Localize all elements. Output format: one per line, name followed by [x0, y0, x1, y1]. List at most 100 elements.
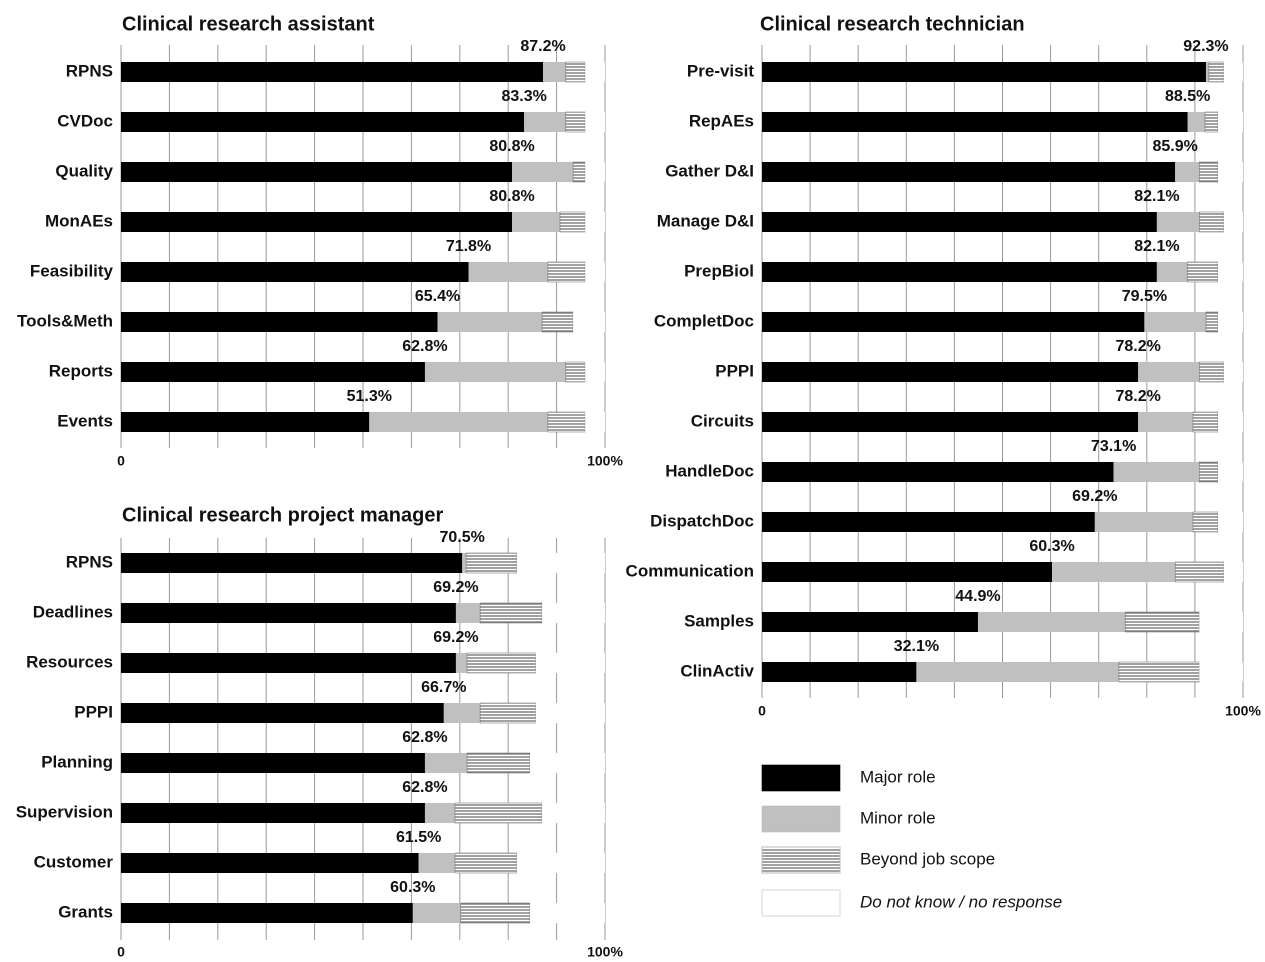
category-label: RepAEs: [689, 111, 754, 130]
value-label: 44.9%: [955, 588, 1000, 605]
category-label: Quality: [55, 161, 113, 180]
bar-segment: [1205, 62, 1209, 82]
value-label: 60.3%: [390, 879, 435, 896]
bar-segment: [412, 903, 461, 923]
bar-segment: [585, 262, 605, 282]
value-label: 80.8%: [489, 188, 534, 205]
bar-segment: [762, 562, 1053, 582]
bar-segment: [1217, 112, 1243, 132]
bar-segment: [1186, 261, 1219, 283]
bar-segment: [1192, 511, 1219, 533]
x-tick-label: 0: [758, 703, 766, 719]
bar-segment: [121, 162, 513, 182]
bar-segment: [762, 612, 978, 632]
bar-segment: [121, 312, 438, 332]
category-label: ClinActiv: [680, 661, 754, 680]
category-label: Grants: [58, 902, 113, 921]
category-label: CVDoc: [57, 111, 113, 130]
bar-segment: [762, 362, 1139, 382]
x-tick-label: 100%: [587, 453, 623, 469]
x-tick-label: 100%: [587, 944, 623, 960]
value-label: 69.2%: [433, 629, 478, 646]
category-label: PPPI: [715, 361, 754, 380]
bar-segment: [121, 653, 456, 673]
bar-segment: [762, 412, 1139, 432]
legend-label: Minor role: [860, 808, 936, 827]
bar-segment: [121, 803, 425, 823]
bar-segment: [762, 462, 1114, 482]
bar-segment: [585, 162, 605, 182]
bar-segment: [762, 262, 1157, 282]
bar-segment: [1138, 362, 1200, 382]
bar-segment: [454, 802, 543, 824]
bar-segment: [542, 603, 605, 623]
bar-segment: [424, 753, 468, 773]
legend-swatch: [761, 764, 841, 792]
bar-segment: [585, 62, 605, 82]
bar-segment: [1175, 162, 1200, 182]
bar-segment: [121, 603, 456, 623]
bar-segment: [121, 412, 370, 432]
category-label: Pre-visit: [687, 61, 754, 80]
bar-segment: [1187, 112, 1206, 132]
bar-segment: [1217, 262, 1243, 282]
value-label: 51.3%: [347, 388, 392, 405]
bar-segment: [565, 111, 586, 133]
bar-segment: [479, 702, 537, 724]
value-label: 88.5%: [1165, 88, 1210, 105]
bar-segment: [1217, 412, 1243, 432]
value-label: 60.3%: [1029, 538, 1074, 555]
bar-segment: [443, 703, 481, 723]
bar-segment: [121, 703, 444, 723]
bar-segment: [762, 162, 1176, 182]
bar-segment: [542, 803, 605, 823]
bar-segment: [121, 753, 425, 773]
legend-label: Do not know / no response: [860, 892, 1062, 911]
value-label: 80.8%: [489, 138, 534, 155]
bar-segment: [1205, 311, 1219, 333]
bar-segment: [1217, 312, 1243, 332]
bar-segment: [547, 411, 586, 433]
bar-segment: [573, 312, 605, 332]
value-label: 61.5%: [396, 829, 441, 846]
bar-segment: [468, 262, 548, 282]
bar-segment: [535, 653, 605, 673]
bar-segment: [529, 753, 605, 773]
category-label: Supervision: [16, 802, 113, 821]
chart-title: Clinical research assistant: [122, 13, 375, 35]
bar-segment: [762, 312, 1145, 332]
bar-segment: [565, 61, 586, 83]
bar-segment: [1192, 411, 1219, 433]
category-label: MonAEs: [45, 211, 113, 230]
bar-segment: [524, 112, 566, 132]
bar-segment: [585, 112, 605, 132]
bar-segment: [1138, 412, 1193, 432]
category-label: Resources: [26, 652, 113, 671]
bar-segment: [585, 212, 605, 232]
bar-segment: [121, 112, 525, 132]
bar-segment: [529, 903, 605, 923]
legend-label: Major role: [860, 767, 936, 786]
value-label: 73.1%: [1091, 438, 1136, 455]
value-label: 85.9%: [1152, 138, 1197, 155]
bar-segment: [1223, 362, 1243, 382]
category-label: PPPI: [74, 702, 113, 721]
bar-segment: [1113, 462, 1200, 482]
bar-segment: [1198, 361, 1225, 383]
bar-segment: [462, 553, 467, 573]
category-label: RPNS: [66, 61, 113, 80]
x-tick-label: 0: [117, 453, 125, 469]
bar-segment: [424, 362, 566, 382]
bar-segment: [1156, 212, 1200, 232]
value-label: 66.7%: [421, 679, 466, 696]
bar-segment: [565, 361, 586, 383]
bar-segment: [559, 211, 586, 233]
legend-label: Beyond job scope: [860, 849, 995, 868]
bar-segment: [762, 112, 1188, 132]
bar-segment: [916, 662, 1119, 682]
bar-segment: [1124, 611, 1200, 633]
bar-segment: [121, 212, 513, 232]
bar-segment: [466, 652, 537, 674]
bar-segment: [1199, 612, 1243, 632]
